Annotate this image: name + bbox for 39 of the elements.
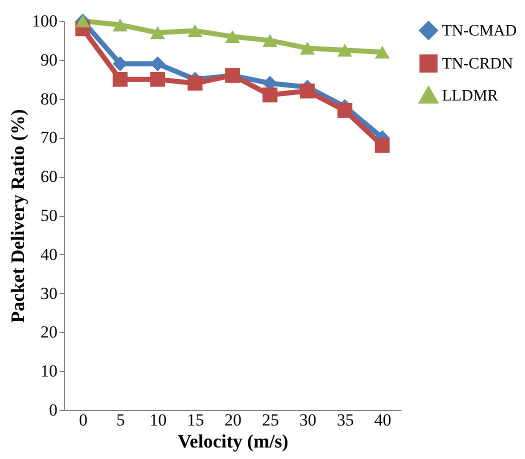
x-tick-label: 20 [224, 410, 242, 430]
y-tick-label: 50 [40, 206, 58, 225]
point [188, 24, 202, 38]
x-tick-label: 5 [116, 410, 125, 430]
point [150, 26, 166, 40]
point [225, 30, 240, 43]
point [112, 18, 128, 32]
point [112, 72, 128, 87]
x-tick-label: 0 [78, 410, 88, 430]
point [300, 42, 315, 55]
x-tick-label: 40 [374, 410, 392, 430]
x-tick-label: 35 [336, 410, 354, 430]
y-tick-label: 100 [32, 12, 58, 30]
x-tick-label: 15 [187, 410, 204, 430]
point [150, 72, 166, 87]
y-tick-label: 10 [40, 362, 58, 381]
x-tick-label: 30 [299, 410, 316, 430]
point [374, 138, 390, 153]
y-axis-title: Packet Delivery Ratio (%) [8, 109, 29, 323]
x-tick-label: 25 [262, 410, 279, 430]
legend-label: LLDMR [442, 88, 498, 104]
point [300, 84, 315, 98]
y-tick-label: 60 [40, 167, 58, 186]
y-tick-label: 70 [40, 128, 58, 148]
x-tick-label: 10 [150, 410, 167, 430]
point [337, 103, 352, 118]
point [262, 87, 278, 102]
legend-label: TN-CRDN [442, 56, 514, 72]
y-tick-label: 40 [40, 244, 58, 264]
legend-label: TN-CMAD [442, 22, 517, 40]
x-axis-title: Velocity (m/s) [178, 432, 288, 452]
point [188, 76, 202, 91]
y-tick-label: 90 [40, 50, 58, 70]
point [374, 46, 390, 59]
y-tick-label: 20 [40, 322, 58, 342]
y-tick-label: 80 [40, 89, 58, 108]
point [262, 34, 278, 47]
y-tick-label: 30 [40, 284, 58, 303]
point [337, 44, 352, 57]
